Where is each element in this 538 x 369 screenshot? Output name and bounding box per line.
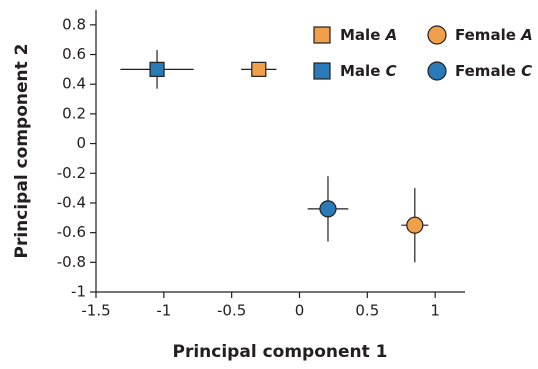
y-axis-title: Principal component 2: [12, 44, 32, 259]
point: [251, 61, 267, 77]
point: [149, 61, 165, 77]
x-tick-label: 0.5: [355, 302, 379, 320]
x-tick-label: 1: [430, 302, 440, 320]
legend-label: Male C: [340, 62, 397, 80]
x-tick-label: -1.5: [81, 302, 110, 320]
y-tick-label: -0.2: [57, 164, 86, 182]
x-tick-label: 0: [295, 302, 305, 320]
y-tick-label: 0.2: [62, 104, 86, 122]
x-tick-label: -1: [156, 302, 171, 320]
y-tick-label: -0.8: [57, 253, 86, 271]
legend-label: Female A: [455, 26, 533, 44]
y-tick-label: -1: [71, 283, 86, 301]
x-tick-label: -0.5: [217, 302, 246, 320]
legend-label: Female C: [455, 62, 532, 80]
legend-marker: [313, 62, 331, 80]
point: [406, 216, 424, 234]
x-axis-title: Principal component 1: [173, 342, 388, 362]
legend-label: Male A: [340, 26, 397, 44]
y-tick-label: 0.4: [62, 75, 86, 93]
y-tick-label: 0: [76, 134, 86, 152]
y-tick-label: -0.4: [57, 193, 86, 211]
y-tick-label: 0.6: [62, 45, 86, 63]
legend-marker: [427, 61, 447, 81]
legend-marker: [427, 25, 447, 45]
y-tick-label: 0.8: [62, 15, 86, 33]
legend-marker: [313, 26, 331, 44]
y-tick-label: -0.6: [57, 223, 86, 241]
point: [319, 200, 337, 218]
